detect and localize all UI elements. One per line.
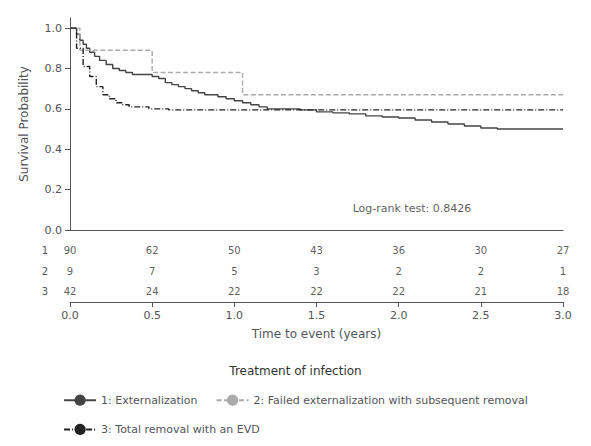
svg-text:2: 2 [478, 266, 484, 277]
svg-text:2: Failed externalization with: 2: Failed externalization with subsequen… [254, 394, 528, 407]
svg-text:30: 30 [474, 245, 487, 256]
svg-text:0.4: 0.4 [45, 143, 63, 156]
svg-text:0.6: 0.6 [45, 102, 63, 115]
svg-text:43: 43 [310, 245, 323, 256]
svg-text:18: 18 [557, 286, 570, 297]
svg-text:Log-rank test: 0.8426: Log-rank test: 0.8426 [353, 202, 472, 215]
svg-text:Time to event (years): Time to event (years) [251, 327, 381, 341]
svg-text:0.5: 0.5 [143, 309, 161, 322]
svg-text:0.2: 0.2 [45, 183, 63, 196]
svg-text:3.0: 3.0 [554, 309, 572, 322]
svg-text:50: 50 [228, 245, 241, 256]
svg-text:0.0: 0.0 [45, 224, 63, 237]
svg-text:42: 42 [64, 286, 77, 297]
svg-text:3: 3 [42, 286, 48, 297]
svg-text:2: 2 [42, 266, 48, 277]
svg-text:9: 9 [67, 266, 73, 277]
svg-text:7: 7 [149, 266, 155, 277]
svg-text:3: Total removal with an EVD: 3: Total removal with an EVD [101, 423, 260, 436]
svg-text:21: 21 [474, 286, 487, 297]
svg-text:22: 22 [392, 286, 405, 297]
svg-text:1.5: 1.5 [308, 309, 326, 322]
svg-text:24: 24 [146, 286, 159, 297]
svg-text:3: 3 [313, 266, 319, 277]
svg-text:27: 27 [557, 245, 570, 256]
svg-text:2.5: 2.5 [472, 309, 490, 322]
svg-text:62: 62 [146, 245, 159, 256]
svg-text:22: 22 [310, 286, 323, 297]
svg-text:36: 36 [392, 245, 405, 256]
svg-text:Survival Probability: Survival Probability [17, 66, 31, 182]
svg-text:1.0: 1.0 [45, 22, 63, 35]
svg-text:2: 2 [395, 266, 401, 277]
svg-text:90: 90 [64, 245, 77, 256]
svg-text:5: 5 [231, 266, 237, 277]
svg-text:Treatment of infection: Treatment of infection [228, 364, 361, 378]
svg-text:22: 22 [228, 286, 241, 297]
svg-text:1: 1 [560, 266, 566, 277]
svg-text:2.0: 2.0 [390, 309, 408, 322]
svg-text:0.0: 0.0 [61, 309, 79, 322]
svg-text:0.8: 0.8 [45, 62, 63, 75]
svg-text:1: Externalization: 1: Externalization [101, 394, 198, 407]
svg-text:1: 1 [42, 245, 48, 256]
svg-text:1.0: 1.0 [226, 309, 244, 322]
